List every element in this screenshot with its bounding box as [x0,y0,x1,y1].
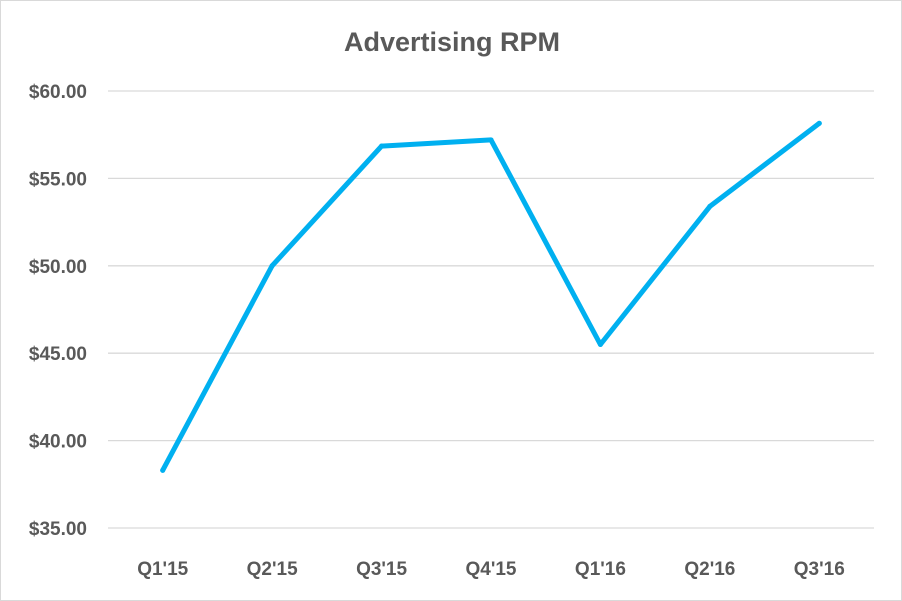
x-tick-label: Q1'15 [137,559,188,580]
y-tick-label: $40.00 [29,432,87,453]
data-point [816,120,822,126]
data-point [269,263,275,269]
y-tick-label: $50.00 [29,257,87,278]
x-tick-label: Q3'15 [356,559,407,580]
x-tick-label: Q1'16 [575,559,626,580]
data-point [597,341,603,347]
x-tick-label: Q3'16 [794,559,845,580]
series-line [160,120,822,473]
x-axis-tick-labels: Q1'15 Q2'15 Q3'15 Q4'15 Q1'16 Q2'16 Q3'16 [137,559,845,580]
data-point [707,203,713,209]
chart-title: Advertising RPM [343,27,561,57]
y-tick-label: $45.00 [29,344,87,365]
x-tick-label: Q4'15 [466,559,517,580]
x-tick-label: Q2'16 [684,559,735,580]
y-tick-label: $55.00 [29,169,87,190]
series-layer [160,120,822,473]
data-point [160,467,166,473]
y-tick-label: $60.00 [29,82,87,103]
y-axis-tick-labels: $60.00 $55.00 $50.00 $45.00 $40.00 $35.00 [29,82,87,540]
gridlines [108,90,874,529]
y-tick-label: $35.00 [29,519,87,540]
data-point [488,137,494,143]
data-point [379,143,385,149]
x-tick-label: Q2'15 [247,559,298,580]
